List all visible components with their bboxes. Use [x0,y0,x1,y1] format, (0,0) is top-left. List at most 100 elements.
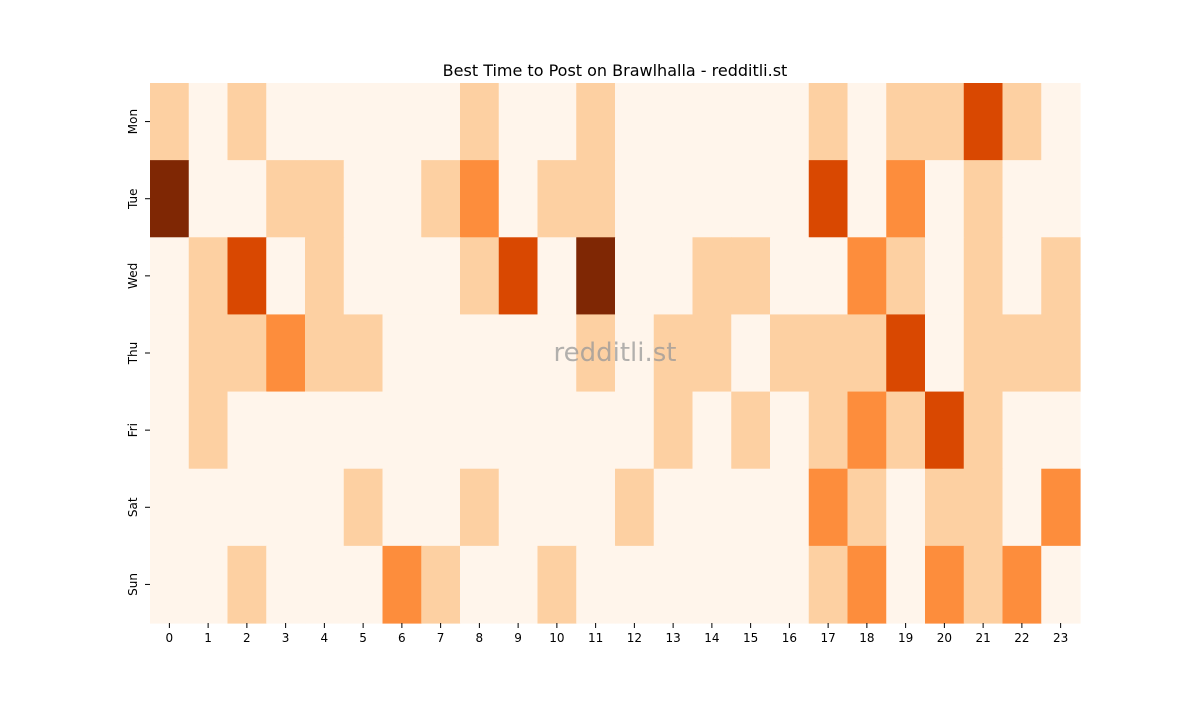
heatmap-cell-sun-8 [460,545,500,624]
heatmap-cell-wed-12 [615,237,655,316]
heatmap-cell-wed-11 [576,237,616,316]
heatmap-cell-sun-7 [421,545,461,624]
heatmap-cell-tue-7 [421,160,461,238]
heatmap-cell-thu-15 [731,314,771,393]
heatmap-cell-thu-12 [615,314,655,393]
heatmap-cell-fri-21 [963,391,1004,470]
y-tick-label: Mon [126,109,140,134]
heatmap-cell-wed-22 [1002,237,1042,316]
heatmap-cell-fri-3 [266,391,306,470]
heatmap-cell-fri-13 [653,391,694,470]
x-tick-label: 17 [820,631,835,645]
heatmap-cell-thu-4 [305,314,345,393]
heatmap-cell-sat-1 [188,468,229,547]
y-tick-label: Thu [126,342,140,366]
heatmap-cell-mon-16 [770,83,810,161]
heatmap-cell-mon-13 [653,83,694,161]
heatmap-cell-sun-9 [498,545,539,624]
heatmap-cell-sun-18 [847,545,887,624]
heatmap-cell-tue-12 [615,160,655,238]
x-tick-label: 7 [437,631,445,645]
heatmap-cell-sun-4 [305,545,345,624]
heatmap-cell-mon-6 [382,83,422,161]
heatmap-cell-fri-10 [537,391,577,470]
heatmap-cell-wed-23 [1041,237,1081,316]
heatmap-cell-fri-9 [498,391,539,470]
x-tick-label: 8 [476,631,484,645]
heatmap-cell-thu-19 [886,314,926,393]
heatmap-cell-fri-4 [305,391,345,470]
heatmap-cell-fri-20 [925,391,965,470]
y-tick-label: Sat [126,497,140,517]
heatmap-cell-thu-22 [1002,314,1042,393]
heatmap-cell-sun-10 [537,545,577,624]
heatmap-cell-sat-8 [460,468,500,547]
heatmap-cell-sun-6 [382,545,422,624]
x-tick-label: 5 [359,631,367,645]
heatmap-cell-fri-8 [460,391,500,470]
heatmap-cell-tue-5 [343,160,384,238]
heatmap-cell-wed-8 [460,237,500,316]
heatmap-cell-sat-17 [808,468,849,547]
heatmap-cell-tue-19 [886,160,926,238]
heatmap-cell-tue-21 [963,160,1004,238]
heatmap-cell-wed-19 [886,237,926,316]
heatmap-cell-sat-18 [847,468,887,547]
heatmap-cell-fri-17 [808,391,849,470]
heatmap-cell-tue-0 [150,160,190,238]
x-tick-label: 10 [549,631,564,645]
heatmap-cell-tue-23 [1041,160,1081,238]
heatmap-cell-fri-14 [692,391,732,470]
x-tick-label: 15 [743,631,758,645]
heatmap-cell-wed-13 [653,237,694,316]
heatmap-cell-sat-19 [886,468,926,547]
heatmap-cell-tue-10 [537,160,577,238]
x-tick-label: 19 [898,631,913,645]
heatmap-cell-mon-4 [305,83,345,161]
heatmap-cell-thu-3 [266,314,306,393]
heatmap-cell-thu-23 [1041,314,1081,393]
heatmap-cell-thu-11 [576,314,616,393]
y-tick-label: Sun [126,573,140,596]
heatmap-cell-fri-5 [343,391,384,470]
x-tick-label: 18 [859,631,874,645]
heatmap-cell-sun-22 [1002,545,1042,624]
heatmap-cell-fri-15 [731,391,771,470]
heatmap-cell-sat-12 [615,468,655,547]
heatmap-cell-sat-11 [576,468,616,547]
heatmap-cell-wed-17 [808,237,849,316]
heatmap-cell-tue-13 [653,160,694,238]
heatmap-cell-sun-5 [343,545,384,624]
heatmap-cell-sun-17 [808,545,849,624]
heatmap-cell-mon-10 [537,83,577,161]
heatmap-cell-sun-15 [731,545,771,624]
x-tick-label: 22 [1014,631,1029,645]
chart-title: Best Time to Post on Brawlhalla - reddit… [443,61,788,80]
heatmap-cell-wed-4 [305,237,345,316]
heatmap-cell-fri-11 [576,391,616,470]
heatmap-cell-thu-6 [382,314,422,393]
heatmap-cell-sun-3 [266,545,306,624]
heatmap-cell-fri-19 [886,391,926,470]
heatmap-cell-tue-2 [227,160,267,238]
x-tick-label: 3 [282,631,290,645]
heatmap-cell-wed-14 [692,237,732,316]
heatmap-cell-sun-1 [188,545,229,624]
x-tick-label: 0 [166,631,174,645]
heatmap-cell-thu-14 [692,314,732,393]
heatmap-cell-tue-4 [305,160,345,238]
heatmap-cell-sat-10 [537,468,577,547]
heatmap-cell-sat-13 [653,468,694,547]
heatmap-cell-wed-20 [925,237,965,316]
x-tick-label: 13 [665,631,680,645]
heatmap-cell-thu-5 [343,314,384,393]
heatmap-cell-wed-6 [382,237,422,316]
heatmap-cell-thu-2 [227,314,267,393]
heatmap-cell-sat-5 [343,468,384,547]
y-axis: Mon Tue Wed Thu Fri Sat Sun [126,109,150,596]
heatmap-cell-mon-1 [188,83,229,161]
heatmap-cell-sat-22 [1002,468,1042,547]
heatmap-cell-fri-2 [227,391,267,470]
